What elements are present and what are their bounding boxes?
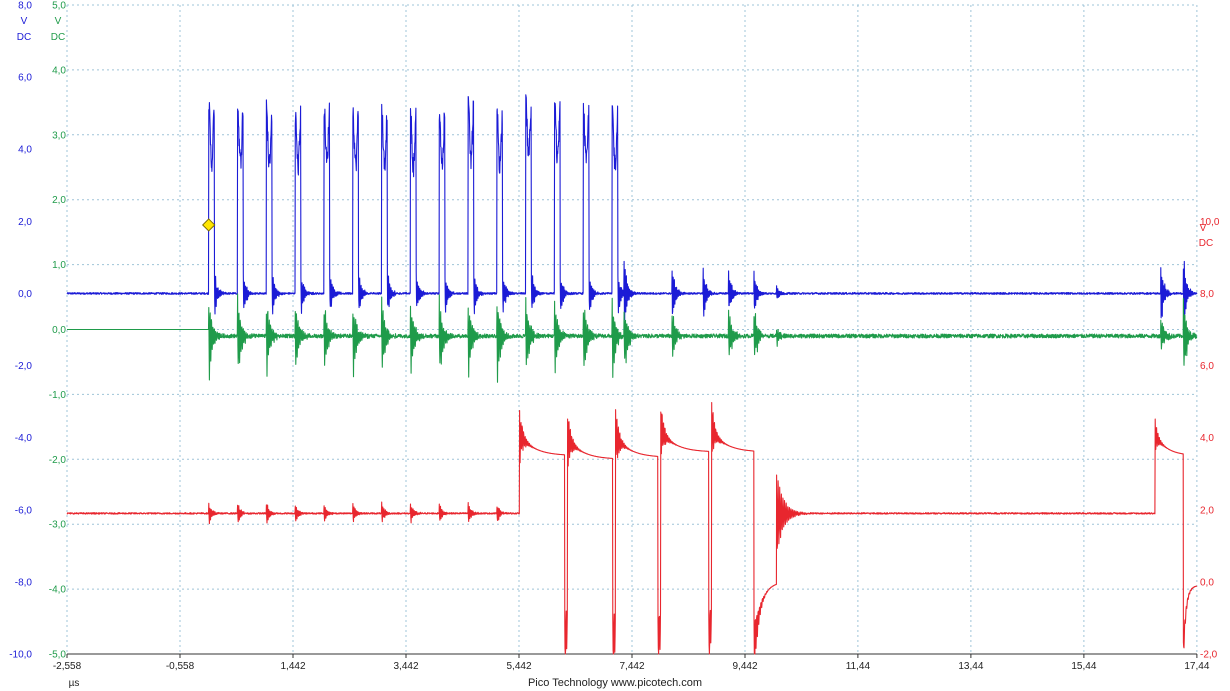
x-axis-unit: µs [69, 678, 80, 689]
red-axis-tick-label: 8,0 [1200, 289, 1214, 300]
blue-axis-tick-label: -6,0 [15, 505, 33, 516]
blue-axis-tick-label: -2,0 [15, 361, 33, 372]
blue-trace [66, 94, 1198, 321]
green-axis-tick-label: -3,0 [49, 520, 67, 531]
red-axis-coupling: DC [1199, 238, 1213, 249]
red-axis-tick-label: 0,0 [1200, 577, 1214, 588]
green-axis-tick-label: 0,0 [52, 325, 66, 336]
trigger-marker-icon[interactable] [201, 218, 216, 232]
green-axis-tick-label: 5,0 [52, 1, 66, 12]
blue-axis-tick-label: -8,0 [15, 577, 33, 588]
blue-axis-tick-label: -10,0 [9, 650, 32, 661]
green-axis-unit: V [55, 16, 62, 27]
green-axis-tick-label: -5,0 [49, 650, 67, 661]
green-axis-tick-label: 1,0 [52, 260, 66, 271]
green-axis-coupling: DC [51, 32, 65, 43]
blue-axis-tick-label: 6,0 [18, 73, 32, 84]
x-tick-label: -0,558 [166, 661, 195, 672]
green-trace [66, 293, 1198, 383]
red-trace [66, 402, 1198, 655]
grid [66, 4, 1198, 655]
red-axis-tick-label: 4,0 [1200, 433, 1214, 444]
x-tick-label: 15,44 [1071, 661, 1096, 672]
green-axis-tick-label: -2,0 [49, 455, 67, 466]
green-axis-tick-label: -1,0 [49, 390, 67, 401]
blue-y-axis: 8,0 6,0 4,0 2,0 0,0 -2,0 -4,0 -6,0 -8,0 -10,0 V DC [9, 1, 32, 661]
red-axis-tick-label: 10,0 [1200, 217, 1220, 228]
blue-axis-tick-label: 0,0 [18, 289, 32, 300]
red-axis-unit: V [1200, 223, 1207, 234]
blue-axis-tick-label: 2,0 [18, 217, 32, 228]
x-tick-label: 7,442 [619, 661, 644, 672]
x-tick-label: 11,44 [846, 661, 871, 672]
green-y-axis: 5,0 4,0 3,0 2,0 1,0 0,0 -1,0 -2,0 -3,0 -4,0 -5,0 VD… [49, 1, 67, 661]
x-tick-label: 1,442 [280, 661, 305, 672]
red-y-axis: 10,0 8,0 6,0 4,0 2,0 0,0 -2,0 V DC [1199, 217, 1220, 661]
red-axis-tick-label: 2,0 [1200, 505, 1214, 516]
green-axis-tick-label: 2,0 [52, 195, 66, 206]
x-tick-label: 13,44 [958, 661, 983, 672]
green-axis-tick-label: 4,0 [52, 65, 66, 76]
x-axis: -2,558 -0,558 1,442 3,442 5,442 7,442 9,442 11,… [53, 654, 1210, 689]
blue-axis-tick-label: 8,0 [18, 1, 32, 12]
red-axis-tick-label: -2,0 [1200, 650, 1218, 661]
x-tick-label: 5,442 [506, 661, 531, 672]
green-axis-tick-label: 3,0 [52, 130, 66, 141]
blue-axis-tick-label: 4,0 [18, 145, 32, 156]
x-tick-label: -2,558 [53, 661, 82, 672]
blue-axis-unit: V [21, 16, 28, 27]
traces [66, 94, 1198, 655]
green-axis-tick-label: -4,0 [49, 585, 67, 596]
footer-text: Pico Technology www.picotech.com [528, 677, 702, 689]
x-tick-label: 9,442 [732, 661, 757, 672]
blue-axis-tick-label: -4,0 [15, 433, 33, 444]
x-tick-label: 3,442 [393, 661, 418, 672]
red-axis-tick-label: 6,0 [1200, 361, 1214, 372]
blue-axis-coupling: DC [17, 32, 31, 43]
x-tick-label: 17,44 [1184, 661, 1209, 672]
